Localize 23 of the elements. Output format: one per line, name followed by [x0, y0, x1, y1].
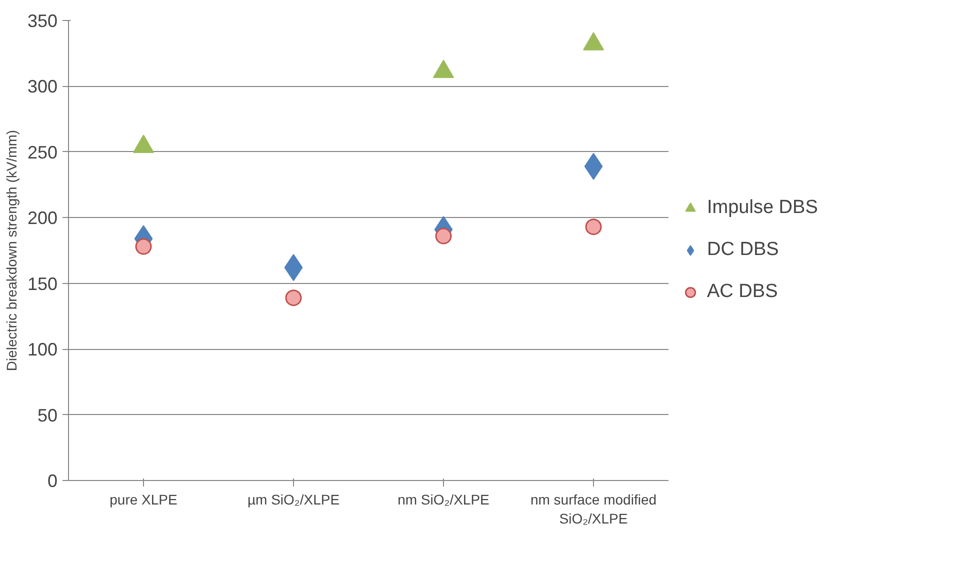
y-tick-label: 0	[47, 471, 58, 491]
x-tick-label: µm SiO₂/XLPE	[247, 492, 340, 508]
point	[433, 60, 454, 78]
legend-label: DC DBS	[707, 239, 780, 261]
x-tick-label: pure XLPE	[110, 492, 178, 508]
point	[135, 238, 152, 255]
x-tick-label: nm SiO₂/XLPE	[398, 492, 490, 508]
y-tick-label: 200	[27, 208, 58, 228]
point	[583, 32, 604, 50]
legend-label: Impulse DBS	[707, 197, 819, 219]
legend-label: AC DBS	[707, 281, 779, 303]
y-tick-label: 350	[27, 11, 58, 31]
y-tick-label: 50	[37, 405, 58, 426]
y-tick-label: 250	[27, 142, 58, 162]
y-tick-label: 300	[27, 76, 58, 97]
point	[435, 228, 452, 244]
y-tick-label: 150	[27, 274, 58, 294]
y-tick-label: 100	[27, 340, 58, 360]
x-tick-label: nm surface modified SiO₂/XLPE	[530, 492, 657, 527]
y-axis-title: Dielectric breakdown strength (kV/mm)	[3, 130, 20, 372]
point	[285, 290, 302, 306]
point	[585, 218, 602, 236]
point	[133, 134, 154, 153]
